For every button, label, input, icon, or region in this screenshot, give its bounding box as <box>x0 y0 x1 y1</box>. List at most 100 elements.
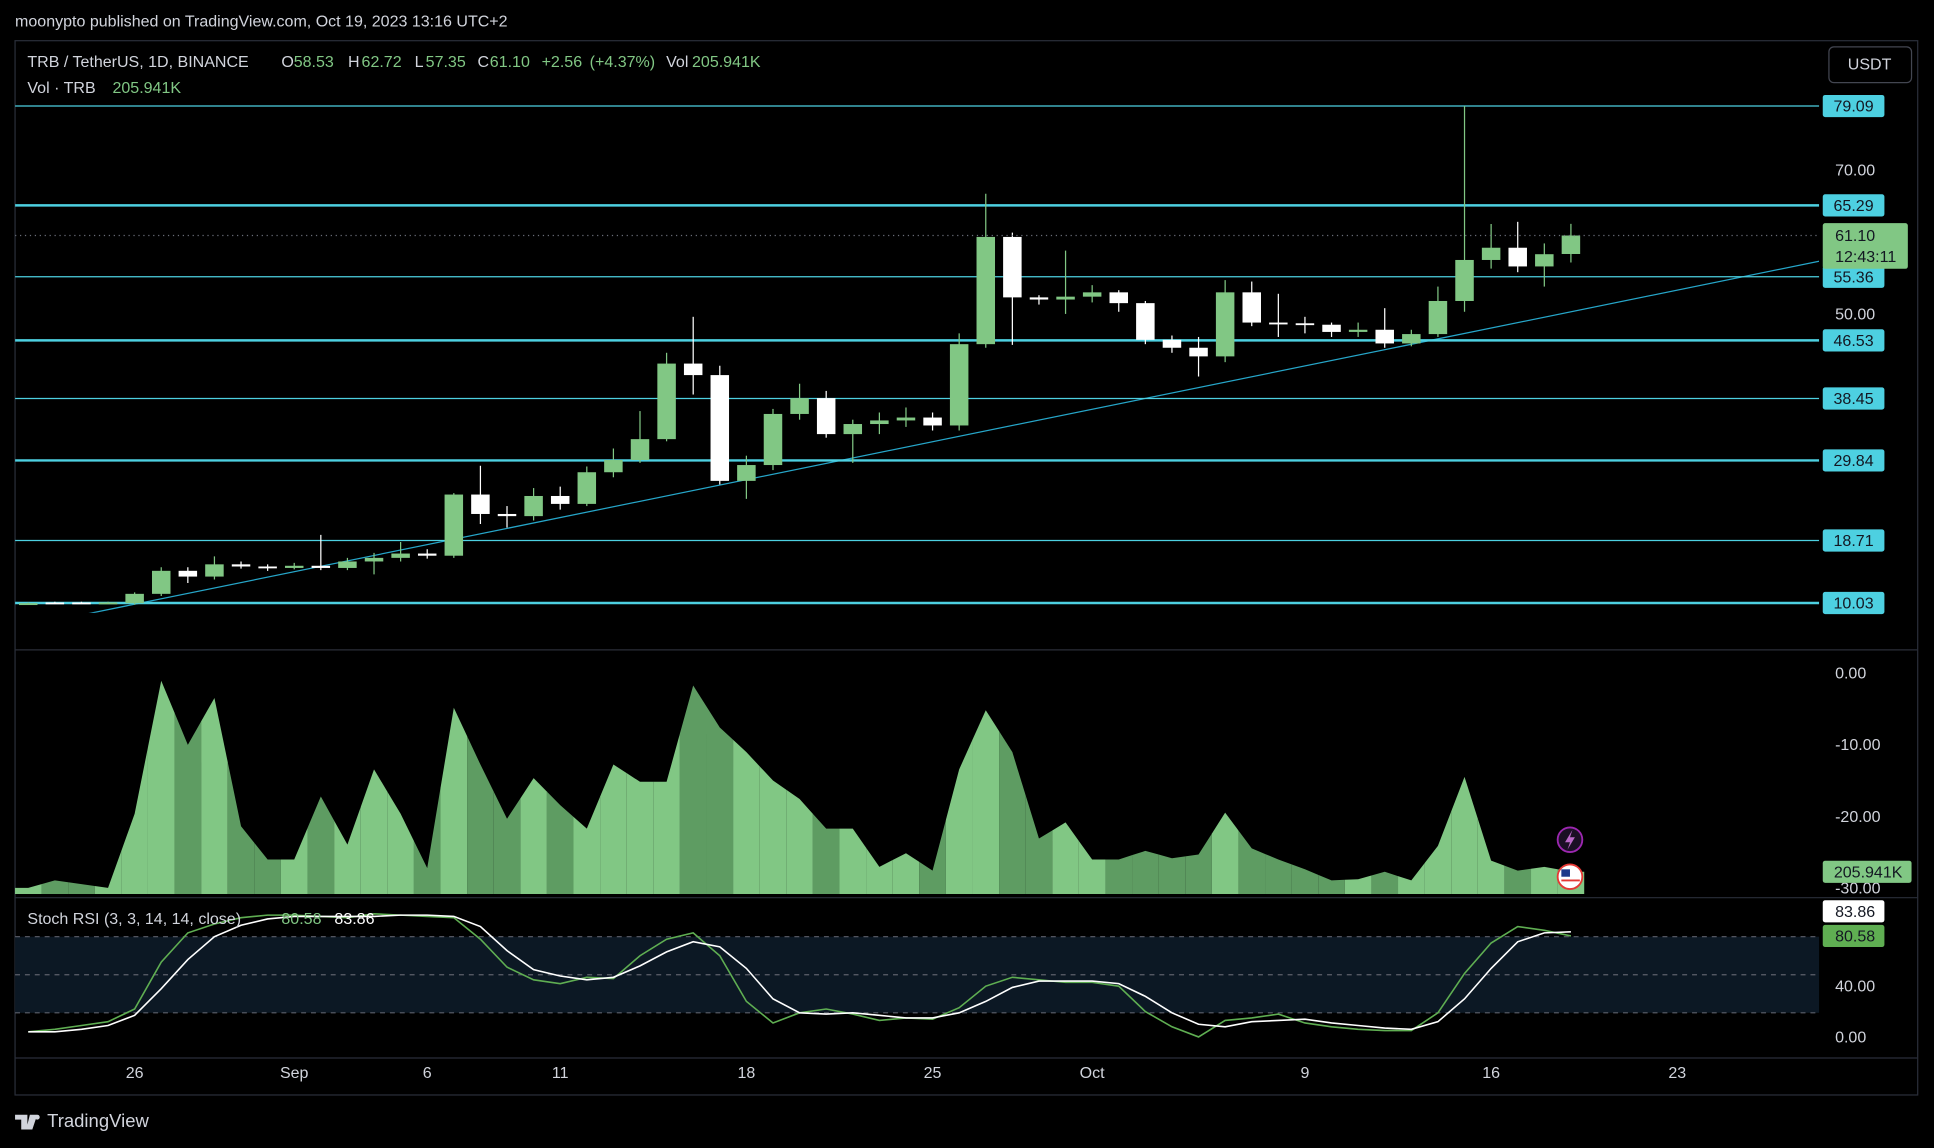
volume-area <box>121 747 148 894</box>
volume-area <box>706 706 734 894</box>
volume-area <box>360 769 388 894</box>
level-label: 46.53 <box>1834 332 1874 350</box>
vol-legend-value: 205.941K <box>112 79 181 97</box>
candle-body <box>923 417 942 426</box>
volume-area <box>1477 818 1505 894</box>
volume-area <box>334 807 361 894</box>
candle-body <box>364 557 384 562</box>
volume-area <box>1398 863 1425 894</box>
volume-area <box>945 739 973 894</box>
volume-area <box>41 880 69 894</box>
level-label-box <box>1822 387 1885 410</box>
level-label-box <box>1822 329 1885 352</box>
x-tick-label: 18 <box>737 1064 755 1082</box>
level-label-box <box>1822 194 1885 217</box>
level-label: 79.09 <box>1834 98 1874 116</box>
ohlc-value: 58.53 <box>294 53 334 71</box>
y2-tick-label: -30.00 <box>1835 879 1881 897</box>
level-label-box <box>1822 265 1885 288</box>
candle-body <box>550 495 570 504</box>
volume-area <box>1424 811 1452 894</box>
y2-tick-label: -20.00 <box>1835 808 1881 826</box>
candle-body <box>577 472 597 504</box>
x-tick-label: 25 <box>924 1064 942 1082</box>
volume-area <box>307 796 335 894</box>
vol-name: Vol <box>666 53 688 71</box>
candle-body <box>125 593 144 604</box>
candle-body <box>471 494 490 514</box>
candle-body <box>1508 247 1527 267</box>
vol-legend-name: Vol · TRB <box>27 79 95 97</box>
y-tick-label: 70.00 <box>1835 162 1875 180</box>
candle-body <box>497 513 517 517</box>
candle-body <box>45 602 65 605</box>
volume-area <box>1238 830 1266 894</box>
volume-area <box>812 813 840 894</box>
volume-area <box>546 791 574 894</box>
volume-area <box>174 712 202 894</box>
y-tick-label: 40.00 <box>1835 978 1875 996</box>
volume-area <box>573 796 601 894</box>
y-tick-label: 0.00 <box>1835 1028 1866 1046</box>
volume-area <box>733 739 760 894</box>
ohlc-name: C <box>477 53 489 71</box>
candle-body <box>1402 334 1421 344</box>
ohlc-name: H <box>348 53 360 71</box>
volume-area <box>1211 812 1239 894</box>
volume-area <box>866 847 893 894</box>
volume-area <box>147 680 175 894</box>
currency-label[interactable]: USDT <box>1848 56 1892 74</box>
level-label: 10.03 <box>1834 594 1874 612</box>
candle-body <box>1375 329 1394 344</box>
stoch-k-value: 80.58 <box>281 910 321 928</box>
candle-body <box>1029 297 1049 300</box>
change-pct: (+4.37%) <box>590 53 655 71</box>
ohlc-name: L <box>415 53 424 71</box>
y2-tick-label: -10.00 <box>1835 736 1881 754</box>
volume-area <box>1158 854 1186 894</box>
volume-area <box>786 789 813 894</box>
currency-button-frame[interactable] <box>1828 46 1913 84</box>
vol-value: 205.941K <box>692 53 761 71</box>
volume-area <box>1344 875 1372 894</box>
x-tick-label: 23 <box>1668 1064 1686 1082</box>
volume-area <box>919 819 946 894</box>
candle-body <box>710 375 730 481</box>
candle-body <box>1455 259 1474 301</box>
candle-body <box>1428 300 1448 335</box>
candle-body <box>72 602 91 605</box>
candle-body <box>1162 339 1182 348</box>
level-label-box <box>1822 529 1885 552</box>
x-tick-label: 26 <box>126 1064 144 1082</box>
candle-body <box>284 565 304 568</box>
brand: TradingView <box>15 1110 149 1131</box>
lightning-icon <box>1565 829 1575 850</box>
volume-area <box>520 778 547 894</box>
volume-area <box>68 882 95 894</box>
stoch-line <box>28 914 1571 1033</box>
price-pane <box>15 105 1820 613</box>
volume-area <box>626 773 654 894</box>
candle-body <box>258 566 277 569</box>
volume-area <box>1132 850 1159 894</box>
volume-area <box>201 697 228 894</box>
volume-area <box>679 685 707 894</box>
candle-body <box>816 398 836 435</box>
currency-button[interactable]: USDT <box>1828 46 1913 84</box>
candle-body <box>790 398 809 414</box>
volume-pane <box>14 680 1585 894</box>
volume-area <box>653 733 680 894</box>
candle-body <box>1535 254 1554 267</box>
stoch-pane <box>15 913 1820 1038</box>
volume-area <box>440 707 468 894</box>
candle-body <box>1215 292 1235 357</box>
candle-body <box>1136 303 1155 340</box>
candle-body <box>630 439 650 461</box>
candle-body <box>896 417 916 421</box>
volume-area <box>1025 795 1053 894</box>
candle-body <box>1322 324 1341 332</box>
volume-area <box>1078 840 1106 894</box>
volume-area <box>759 766 787 894</box>
stoch-label: 80.58 <box>1835 927 1875 945</box>
